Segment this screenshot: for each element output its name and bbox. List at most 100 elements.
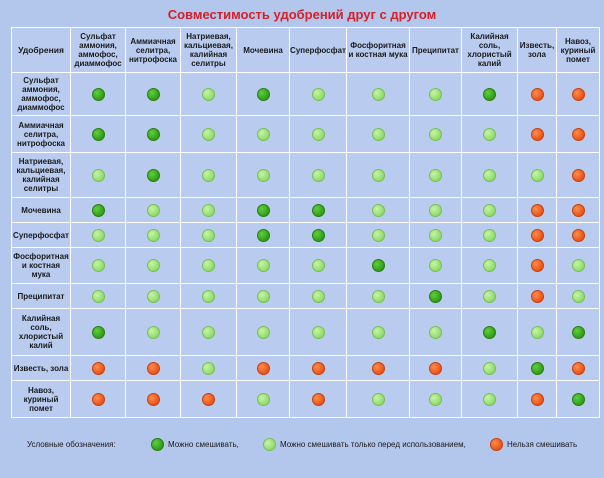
table-cell [289,115,347,153]
orange-dot-icon [530,127,544,141]
table-cell [556,247,600,284]
light-green-dot-icon [146,203,160,217]
light-green-dot-icon [256,289,270,303]
green-dot-icon [146,87,160,101]
orange-dot-icon [530,289,544,303]
table-cell [346,222,410,248]
table-cell [236,152,290,198]
table-cell [461,308,518,356]
table-cell [289,197,347,223]
table-cell [125,355,181,381]
table-row: Известь, зола [11,355,600,381]
light-green-dot-icon [530,325,544,339]
orange-dot-icon [202,392,215,406]
table-cell [180,355,237,381]
light-green-dot-icon [483,168,496,182]
table-cell [289,283,347,309]
column-header: Известь, зола [517,27,557,73]
column-header: Преципитат [409,27,462,73]
green-dot-icon [571,325,585,339]
orange-dot-icon [571,228,585,242]
table-cell [517,72,557,116]
table-cell [125,283,181,309]
orange-dot-icon [530,392,544,406]
table-cell [346,283,410,309]
light-green-dot-icon [256,259,270,272]
table-cell [517,380,557,418]
table-cell [461,283,518,309]
green-dot-icon [146,168,160,182]
light-green-dot-icon [146,259,160,272]
table-cell [346,197,410,223]
row-header: Известь, зола [11,355,71,381]
table-cell [289,247,347,284]
light-green-dot-icon [311,325,325,339]
row-header: Навоз, куриный помет [11,380,71,418]
table-row: Мочевина [11,197,600,223]
table-cell [289,355,347,381]
table-cell [70,283,126,309]
light-green-dot-icon [202,325,215,339]
light-green-dot-icon [371,203,385,217]
light-green-dot-icon [311,168,325,182]
orange-dot-icon [571,168,585,182]
header-row: Удобрения Сульфат аммония, аммофос, диам… [11,27,600,73]
table-cell [409,115,462,153]
table-cell [556,152,600,198]
table-cell [556,197,600,223]
green-dot-icon [151,437,164,451]
green-dot-icon [91,87,105,101]
column-header: Аммиачная селитра, нитрофоска [125,27,181,73]
light-green-dot-icon [483,228,496,242]
table-cell [125,72,181,116]
table-row: Фосфоритная и костная мука [11,247,600,284]
light-green-dot-icon [256,392,270,406]
legend-incompatible: Нельзя смешивать [490,434,577,454]
orange-dot-icon [146,361,160,375]
compatibility-table: Удобрения Сульфат аммония, аммофос, диам… [11,27,600,418]
table-cell [556,380,600,418]
green-dot-icon [91,325,105,339]
table-cell [236,197,290,223]
orange-dot-icon [530,259,544,272]
table-cell [461,222,518,248]
table-cell [461,247,518,284]
table-cell [70,115,126,153]
page-title: Совместимость удобрений друг с другом [167,7,437,22]
light-green-dot-icon [483,203,496,217]
orange-dot-icon [429,361,442,375]
light-green-dot-icon [146,325,160,339]
table-cell [409,222,462,248]
light-green-dot-icon [202,259,215,272]
table-cell [70,197,126,223]
green-dot-icon [571,392,585,406]
corner-header: Удобрения [11,27,71,73]
table-cell [125,308,181,356]
row-header: Сульфат аммония, аммофос, диаммофос [11,72,71,116]
table-cell [409,72,462,116]
column-header: Калийная соль, хлористый калий [461,27,518,73]
column-header: Мочевина [236,27,290,73]
table-cell [70,72,126,116]
table-cell [70,222,126,248]
light-green-dot-icon [571,259,585,272]
orange-dot-icon [91,361,105,375]
orange-dot-icon [490,437,503,451]
table-cell [180,222,237,248]
light-green-dot-icon [429,259,442,272]
table-cell [409,283,462,309]
table-cell [517,197,557,223]
table-cell [409,380,462,418]
light-green-dot-icon [371,392,385,406]
light-green-dot-icon [202,87,215,101]
light-green-dot-icon [202,127,215,141]
legend-label: Условные обозначения: [27,439,116,449]
row-header: Суперфосфат [11,222,71,248]
light-green-dot-icon [371,228,385,242]
table-row: Аммиачная селитра, нитрофоска [11,115,600,153]
orange-dot-icon [571,127,585,141]
green-dot-icon [483,325,496,339]
light-green-dot-icon [263,437,276,451]
table-cell [346,247,410,284]
table-cell [556,115,600,153]
